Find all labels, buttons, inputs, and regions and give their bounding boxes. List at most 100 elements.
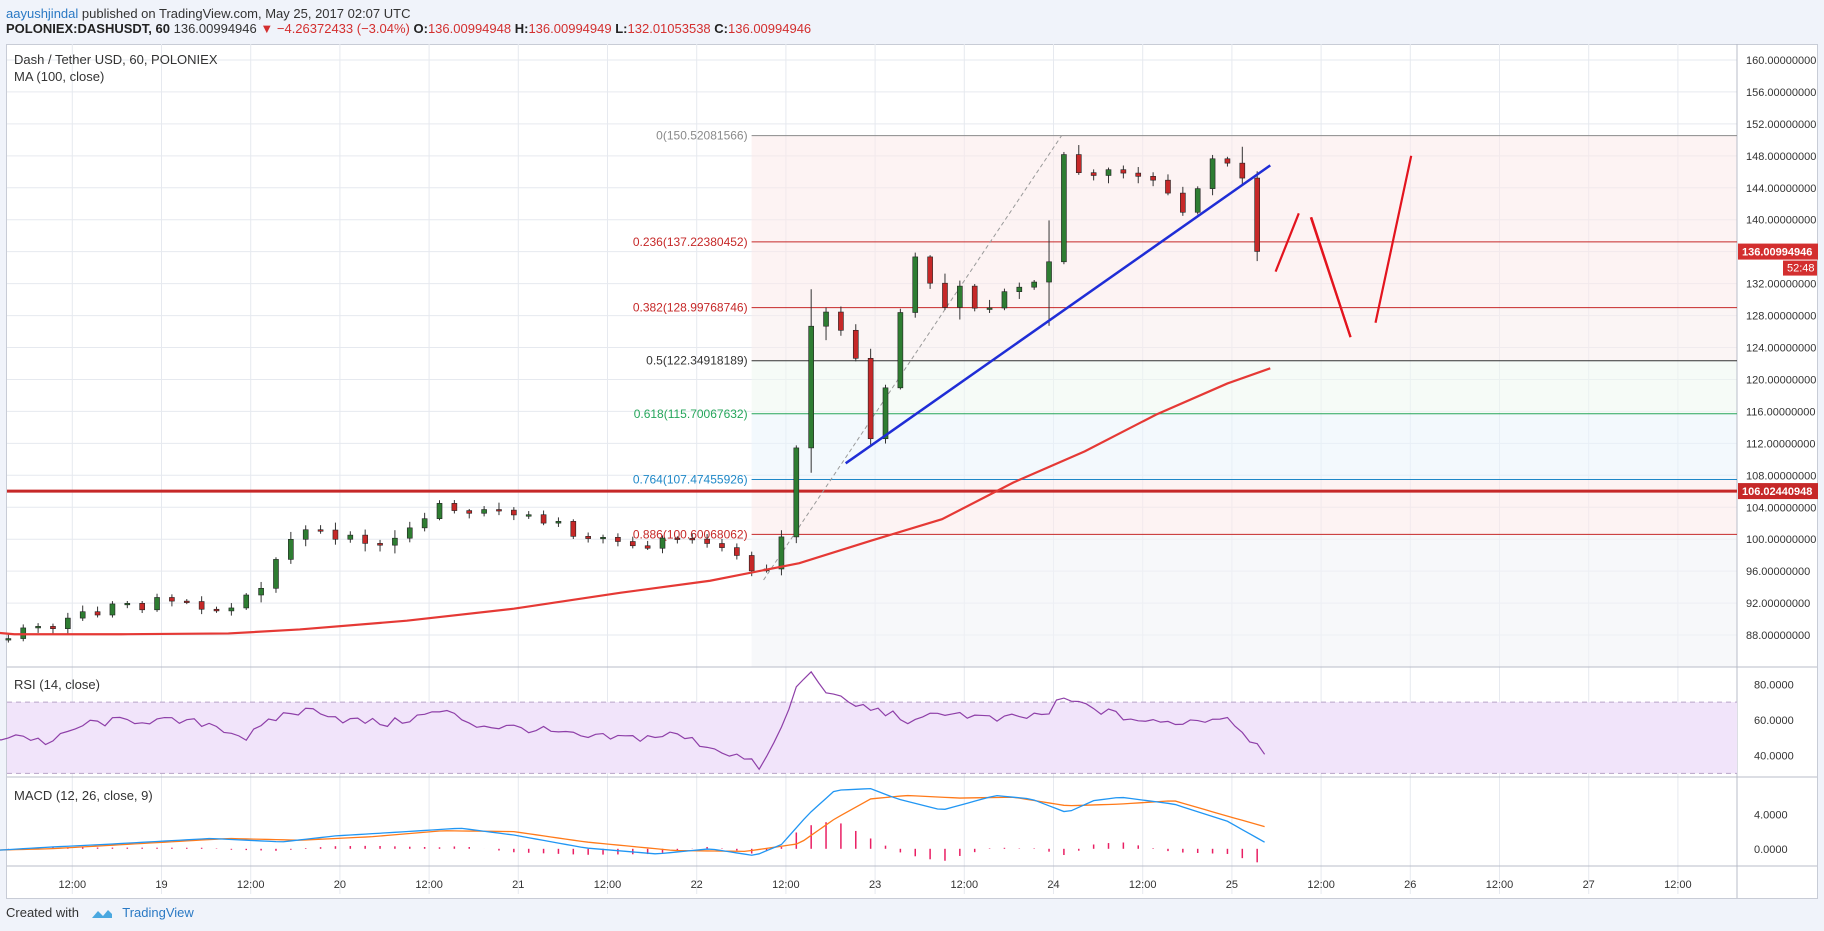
fib-level-label: 0(150.52081566) xyxy=(656,129,747,143)
last-price-tag-label: 136.00994946 xyxy=(1742,247,1812,259)
time-tick-label: 24 xyxy=(1047,879,1059,891)
fib-zone xyxy=(751,360,1737,414)
fib-zone xyxy=(751,135,1737,242)
projection-path xyxy=(1274,212,1300,273)
time-tick-label: 22 xyxy=(691,879,703,891)
price-tick-label: 160.00000000 xyxy=(1746,55,1816,67)
fib-zone xyxy=(751,479,1737,535)
candle-down xyxy=(198,601,205,610)
countdown-tag xyxy=(1783,260,1817,276)
rsi-band xyxy=(7,702,1737,774)
candle-down xyxy=(644,545,651,549)
time-tick-label: 12:00 xyxy=(772,879,800,891)
candle-down xyxy=(674,537,681,540)
candle-up xyxy=(1209,158,1216,189)
candle-up xyxy=(1046,261,1052,283)
candle-down xyxy=(971,285,978,309)
created-with-text: Created with xyxy=(6,905,79,920)
footer: Created with TradingView xyxy=(6,905,194,920)
time-tick-label: 12:00 xyxy=(59,879,87,891)
fib-level-label: 0.236(137.22380452) xyxy=(633,235,748,249)
candle-down xyxy=(629,541,636,547)
candle-down xyxy=(362,534,368,544)
candle-up xyxy=(347,534,354,540)
candle-up xyxy=(793,447,800,538)
projection-path xyxy=(1309,216,1352,338)
tradingview-link[interactable]: TradingView xyxy=(122,905,194,920)
candle-down xyxy=(1150,176,1156,181)
time-tick-label: 12:00 xyxy=(1486,879,1514,891)
candle-down xyxy=(942,282,948,308)
fib-swing-line xyxy=(763,135,1062,581)
change-value: ▼ −4.26372433 (−3.04%) xyxy=(260,21,410,36)
candle-down xyxy=(540,514,547,524)
time-tick-label: 12:00 xyxy=(1129,879,1157,891)
time-tick-label: 19 xyxy=(155,879,167,891)
close-label: C: xyxy=(714,21,729,36)
candle-up xyxy=(35,626,41,629)
time-tick-label: 23 xyxy=(869,879,881,891)
time-tick-label: 20 xyxy=(334,879,346,891)
candle-up xyxy=(1061,154,1067,263)
candle-down xyxy=(1180,192,1186,213)
candle-up xyxy=(823,311,829,327)
rsi-line xyxy=(0,670,1266,771)
candle-down xyxy=(734,547,740,556)
time-tick-label: 12:00 xyxy=(951,879,979,891)
support-price-tag xyxy=(1738,483,1818,500)
candle-down xyxy=(1075,154,1082,173)
candle-down xyxy=(838,311,844,331)
countdown-label: 52:48 xyxy=(1787,263,1815,275)
fib-zone xyxy=(751,241,1737,308)
candle-down xyxy=(704,538,710,544)
candle-up xyxy=(228,607,235,612)
price-tick-label: 92.00000000 xyxy=(1746,598,1810,610)
time-tick-label: 27 xyxy=(1583,879,1595,891)
price-tick-label: 148.00000000 xyxy=(1746,151,1816,163)
candle-down xyxy=(867,358,874,440)
price-tick-label: 132.00000000 xyxy=(1746,279,1816,291)
price-tick-label: 100.00000000 xyxy=(1746,534,1816,546)
candle-down xyxy=(689,538,696,541)
author-link[interactable]: aayushjindal xyxy=(6,6,79,21)
trendline xyxy=(844,164,1271,465)
last-price-value: 136.00994946 xyxy=(173,21,257,36)
candle-down xyxy=(585,536,591,539)
fib-zone xyxy=(751,307,1737,361)
candle-down xyxy=(615,536,621,542)
macd-line xyxy=(0,787,1265,856)
candle-up xyxy=(79,611,86,619)
candle-up xyxy=(1016,286,1023,292)
grid-lines xyxy=(7,44,1817,898)
candle-up xyxy=(481,509,487,514)
candle-up xyxy=(243,594,250,609)
macd-signal-line xyxy=(0,794,1265,853)
candle-up xyxy=(882,387,889,440)
candle-down xyxy=(570,521,577,537)
candle-down xyxy=(169,597,175,602)
candle-down xyxy=(183,600,190,603)
price-tick-label: 116.00000000 xyxy=(1746,406,1816,418)
candle-up xyxy=(1194,188,1201,213)
rsi-tick-label: 60.0000 xyxy=(1754,715,1794,727)
fib-level-label: 0.764(107.47455926) xyxy=(633,473,748,487)
price-tick-label: 112.00000000 xyxy=(1746,438,1816,450)
time-tick-label: 26 xyxy=(1404,879,1416,891)
time-tick-label: 21 xyxy=(512,879,524,891)
candle-up xyxy=(957,285,963,308)
time-tick-label: 12:00 xyxy=(237,879,265,891)
tradingview-logo-icon xyxy=(91,909,112,918)
candle-down xyxy=(377,543,383,546)
open-label: O: xyxy=(413,21,428,36)
candle-down xyxy=(927,256,933,284)
time-tick-label: 12:00 xyxy=(1664,879,1692,891)
candle-up xyxy=(1031,281,1037,288)
rsi-tick-label: 40.0000 xyxy=(1754,751,1794,763)
ma-line xyxy=(0,367,1271,636)
candle-up xyxy=(406,527,413,539)
price-tick-label: 104.00000000 xyxy=(1746,502,1816,514)
low-value: 132.01053538 xyxy=(627,21,711,36)
candle-up xyxy=(421,518,428,529)
